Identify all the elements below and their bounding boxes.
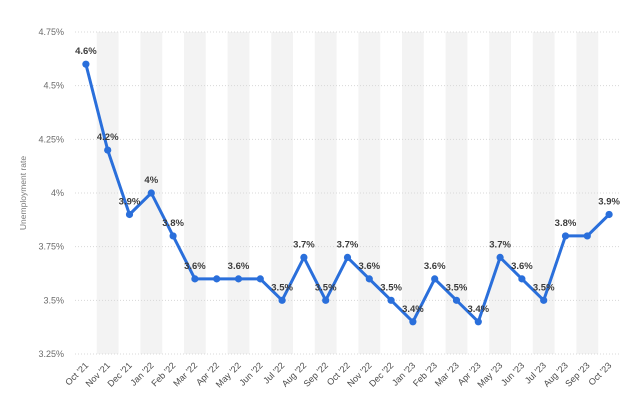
data-point <box>125 210 134 219</box>
y-tick-label: 3.75% <box>38 242 64 252</box>
y-tick-label: 4% <box>51 188 64 198</box>
data-point <box>322 296 330 304</box>
data-point <box>431 275 439 283</box>
data-label: 3.7% <box>489 239 511 250</box>
data-point <box>234 275 243 283</box>
data-point <box>409 318 417 326</box>
category-band <box>96 32 119 354</box>
data-label: 3.4% <box>402 304 424 315</box>
data-label: 3.5% <box>315 282 337 293</box>
data-label: 3.9% <box>598 196 620 207</box>
data-label: 3.7% <box>337 239 359 250</box>
data-point <box>518 275 526 283</box>
data-label: 3.5% <box>271 282 293 293</box>
data-point <box>365 275 373 283</box>
x-tick-label: Dec '21 <box>105 360 133 388</box>
data-label: 3.6% <box>511 261 533 272</box>
x-tick-label: Jun '23 <box>499 360 526 387</box>
data-point <box>104 146 112 154</box>
data-point <box>343 253 352 261</box>
data-label: 3.6% <box>358 261 380 272</box>
data-point <box>147 189 155 197</box>
x-tick-label: Dec '22 <box>367 360 395 388</box>
data-label: 3.5% <box>446 282 468 293</box>
y-tick-label: 4.75% <box>38 27 64 37</box>
data-label: 3.6% <box>184 261 206 272</box>
data-label: 4% <box>144 175 158 186</box>
data-point <box>300 253 308 261</box>
data-labels: 4.6%4.2%3.9%4%3.8%3.6% 3.6%3.5%3.7%3.5%3.… <box>75 46 620 315</box>
y-axis-label: Unemployment rate <box>18 156 28 230</box>
data-label: 4.6% <box>75 46 97 57</box>
data-point <box>605 210 613 219</box>
data-point <box>387 296 395 304</box>
y-tick-label: 3.5% <box>43 295 64 305</box>
y-axis-ticks: 3.25% 3.5% 3.75% 4% 4.25% 4.5% 4.75% <box>38 27 64 359</box>
data-label: 3.8% <box>555 218 577 229</box>
data-label: 3.6% <box>424 261 446 272</box>
category-band <box>314 32 337 354</box>
data-point <box>278 296 286 304</box>
x-tick-label: Sep '23 <box>563 360 591 388</box>
y-tick-label: 4.5% <box>43 81 64 91</box>
data-point <box>540 296 548 304</box>
category-band <box>402 32 424 354</box>
data-point <box>583 232 591 240</box>
data-point <box>561 232 570 240</box>
x-tick-label: Mar '23 <box>433 360 461 388</box>
data-point <box>213 275 221 283</box>
x-tick-label: Oct '23 <box>586 360 613 387</box>
data-label: 3.9% <box>119 196 141 207</box>
data-points <box>82 60 613 326</box>
data-point <box>496 253 504 261</box>
x-tick-label: Sep '22 <box>302 360 330 388</box>
data-point <box>256 275 264 283</box>
data-label: 3.5% <box>380 282 402 293</box>
category-band <box>227 32 250 354</box>
x-tick-label: Jun '22 <box>237 360 264 387</box>
data-point <box>474 318 482 326</box>
category-band <box>184 32 206 354</box>
data-point <box>82 60 90 68</box>
data-label: 3.7% <box>293 239 315 250</box>
data-label: 3.6% <box>228 261 250 272</box>
data-label: 3.5% <box>533 282 555 293</box>
y-tick-label: 4.25% <box>38 134 64 144</box>
data-label: 4.2% <box>97 132 119 143</box>
y-tick-label: 3.25% <box>38 349 64 359</box>
gridlines <box>75 31 620 355</box>
data-point <box>169 232 177 240</box>
data-point <box>452 296 461 304</box>
data-point <box>191 275 199 283</box>
data-label: 3.4% <box>467 304 489 315</box>
data-label: 3.8% <box>162 218 184 229</box>
series-line <box>84 62 611 324</box>
x-tick-label: Mar '22 <box>171 360 199 388</box>
category-band <box>576 32 599 354</box>
